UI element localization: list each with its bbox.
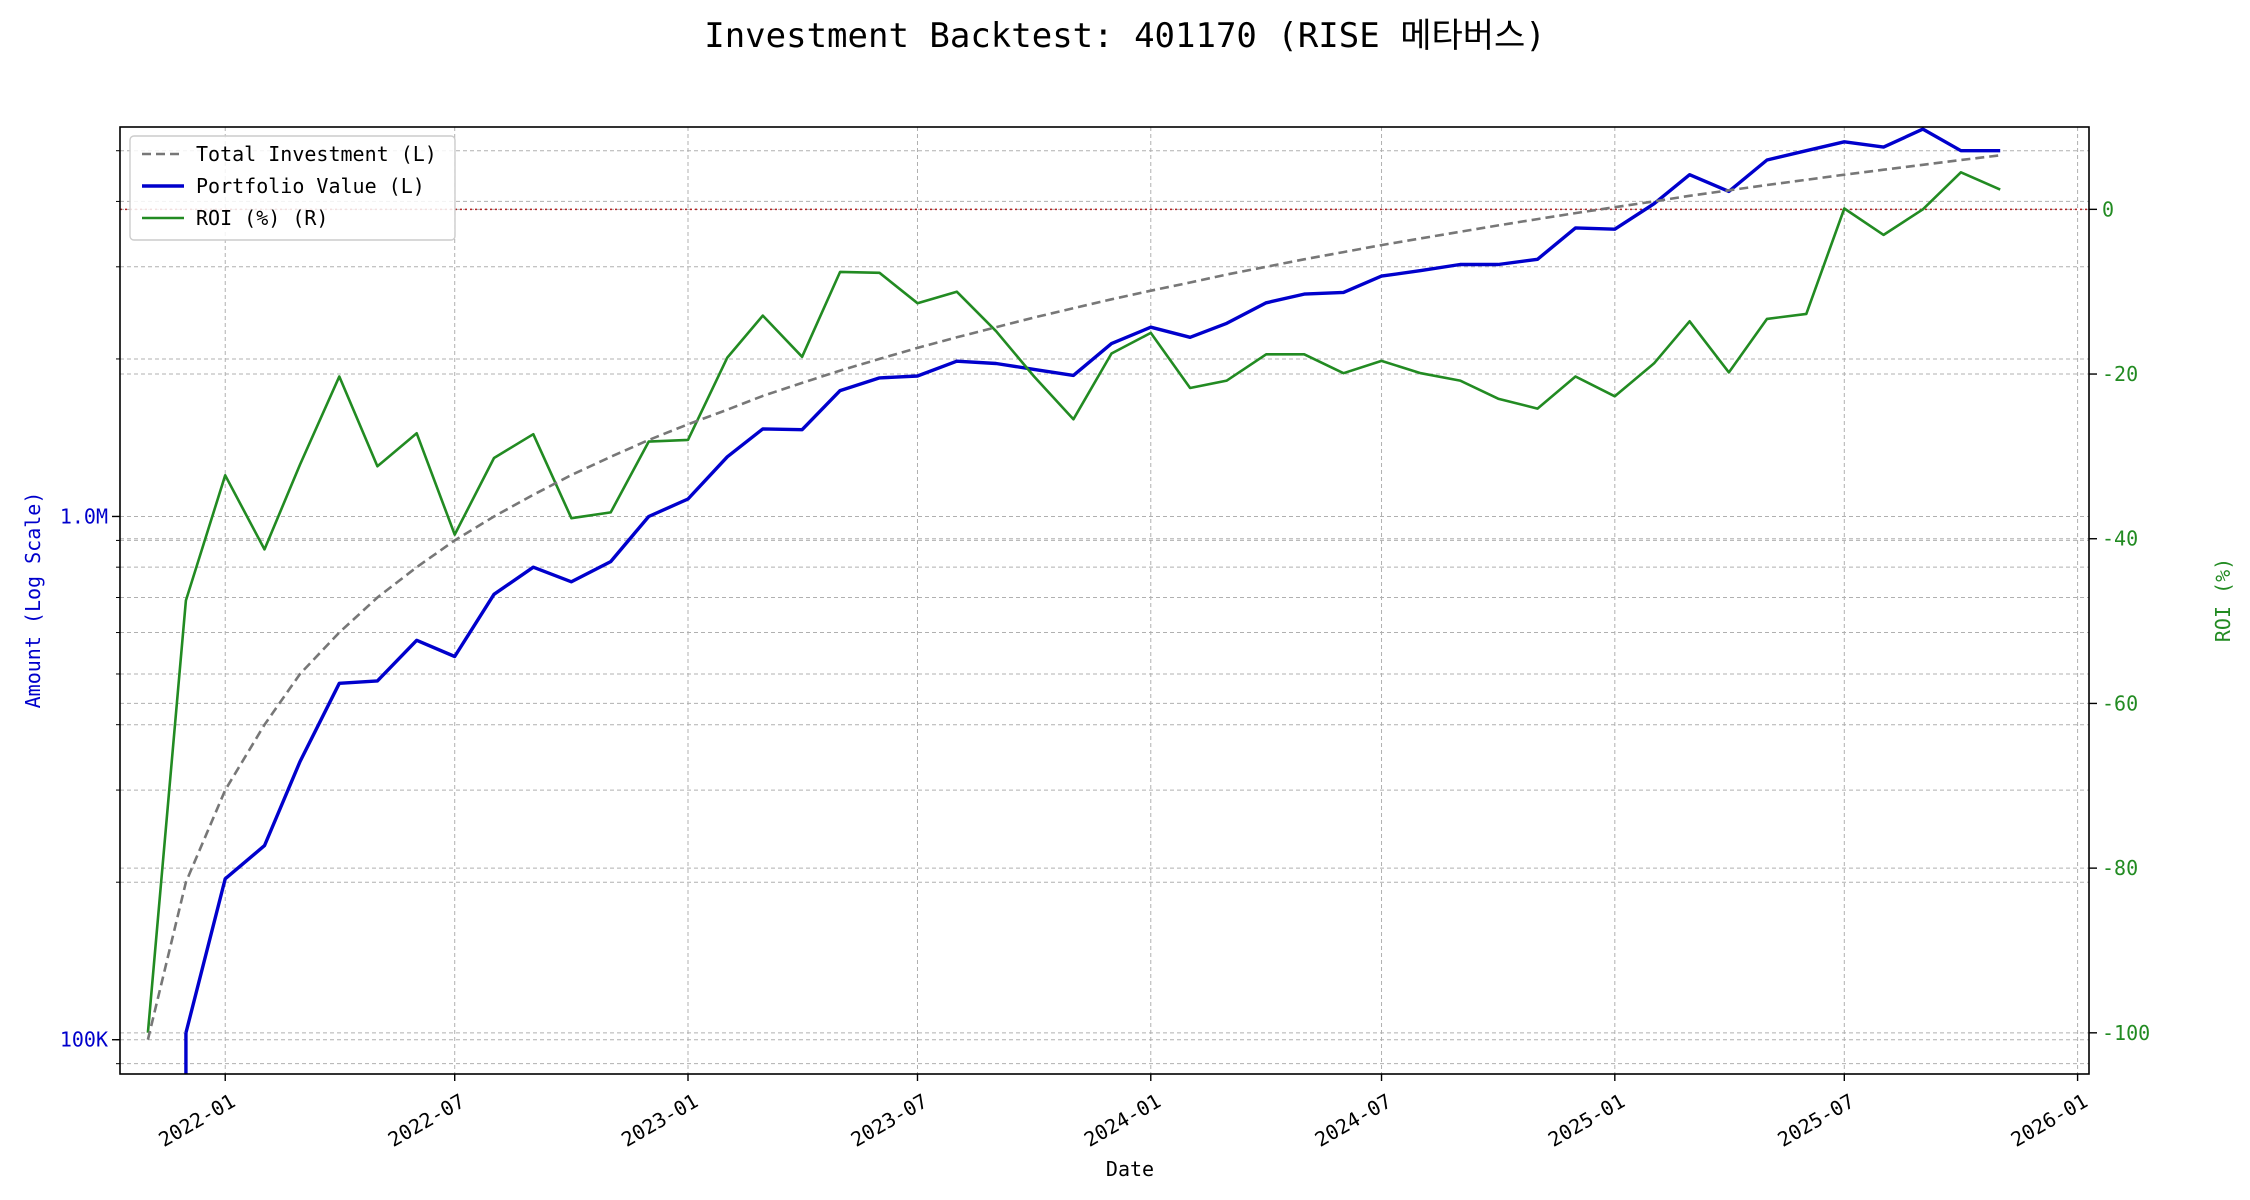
left-tick-label: 100K bbox=[60, 1028, 108, 1052]
legend-label: Portfolio Value (L) bbox=[196, 174, 425, 198]
right-tick-label: -80 bbox=[2102, 856, 2138, 880]
series-layer bbox=[146, 127, 2001, 1074]
series-line-0 bbox=[146, 154, 2001, 1041]
right-y-axis-label: ROI (%) bbox=[2211, 558, 2235, 642]
left-y-axis: 100K 1.0M bbox=[60, 150, 120, 1065]
right-tick-label: -40 bbox=[2102, 527, 2138, 551]
series-line-1 bbox=[184, 127, 2001, 1034]
series-line-2 bbox=[146, 171, 2001, 1033]
legend-label: Total Investment (L) bbox=[196, 142, 437, 166]
chart-title: Investment Backtest: 401170 (RISE 메타버스) bbox=[704, 16, 1546, 56]
right-tick-label: -60 bbox=[2102, 691, 2138, 715]
legend: Total Investment (L) Portfolio Value (L) R… bbox=[129, 135, 456, 241]
legend-box bbox=[129, 135, 456, 241]
x-axis-label: Date bbox=[1106, 1157, 1154, 1181]
plot-frame bbox=[119, 126, 2090, 1075]
right-tick-label: -20 bbox=[2102, 362, 2138, 386]
left-tick-label: 1.0M bbox=[60, 504, 108, 528]
legend-label: ROI (%) (R) bbox=[196, 206, 328, 230]
right-y-axis: 0 -20 -40 -60 -80 -100 bbox=[2089, 197, 2150, 1045]
right-tick-label: 0 bbox=[2102, 197, 2114, 221]
left-y-axis-label: Amount (Log Scale) bbox=[21, 492, 45, 709]
right-tick-label: -100 bbox=[2102, 1021, 2150, 1045]
